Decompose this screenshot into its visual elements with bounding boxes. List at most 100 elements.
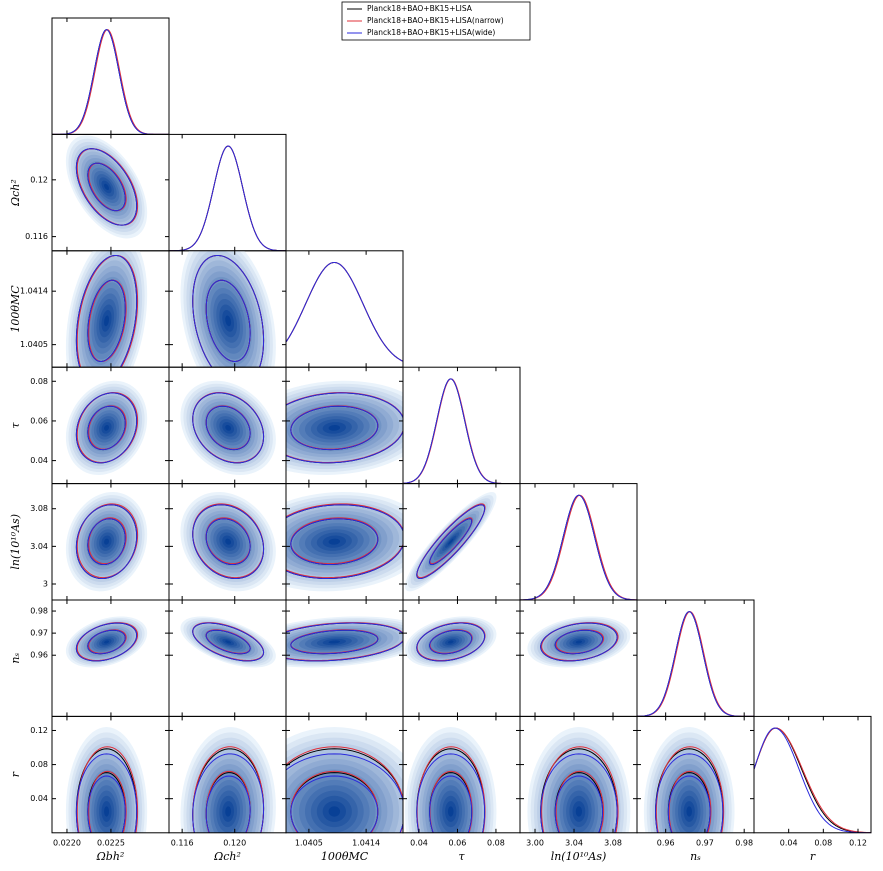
contour <box>205 629 251 655</box>
x-tick-label: 3.04 <box>565 838 583 847</box>
contour <box>554 629 604 655</box>
contour <box>286 746 403 833</box>
y-tick-label: 0.12 <box>30 175 48 184</box>
y-tick-label: 0.96 <box>30 651 48 660</box>
panel <box>286 616 403 668</box>
density <box>225 640 232 644</box>
y-axis-label: 100θMC <box>9 285 22 333</box>
y-tick-label: 0.116 <box>25 232 48 241</box>
legend-box <box>341 1 531 41</box>
marginal-curve <box>403 378 520 484</box>
density <box>225 425 232 431</box>
contour <box>655 753 724 833</box>
contour <box>205 518 251 566</box>
panel <box>520 494 637 601</box>
contour <box>429 518 473 566</box>
x-tick-label: 0.08 <box>487 838 505 847</box>
y-tick-label: 0.97 <box>30 629 48 638</box>
x-axis-label: Ωch² <box>213 850 241 863</box>
panel <box>405 727 497 833</box>
marginal-curve <box>520 494 637 601</box>
y-axis-label: nₛ <box>9 653 22 664</box>
panel <box>286 727 403 833</box>
marginal-curve <box>169 145 286 251</box>
contour <box>87 405 126 451</box>
x-tick-label: 0.97 <box>696 838 714 847</box>
y-tick-label: 0.08 <box>30 760 48 769</box>
density <box>328 806 341 817</box>
contour <box>87 629 126 655</box>
contour <box>416 753 486 833</box>
y-axis-label: τ <box>9 421 22 428</box>
density <box>225 806 232 817</box>
marginal-curve <box>286 261 403 362</box>
panel <box>637 611 754 717</box>
contour <box>75 622 138 662</box>
marginal-curve <box>637 611 754 717</box>
panel-frame <box>519 483 638 601</box>
contour <box>87 279 126 362</box>
density <box>104 425 109 431</box>
density <box>328 640 341 644</box>
panel <box>180 616 276 668</box>
panel <box>180 491 276 592</box>
panel-frame <box>636 599 755 717</box>
x-tick-label: 0.06 <box>449 838 467 847</box>
contour <box>286 753 403 833</box>
marginal-curve <box>403 378 520 484</box>
contour <box>554 775 604 833</box>
contour <box>87 518 126 566</box>
x-axis-label: ln(10¹⁰As) <box>551 850 607 863</box>
x-tick-label: 0.04 <box>410 838 428 847</box>
density <box>225 538 232 545</box>
contour <box>416 504 486 580</box>
y-tick-label: 1.0414 <box>20 287 48 296</box>
panel <box>527 616 631 668</box>
contour <box>75 254 138 368</box>
x-tick-label: 0.98 <box>735 838 753 847</box>
contour <box>541 746 619 833</box>
contour <box>76 746 139 833</box>
y-tick-label: 0.12 <box>30 726 48 735</box>
contour <box>75 753 138 833</box>
density <box>225 315 232 327</box>
panel <box>286 261 403 362</box>
contour <box>75 392 138 464</box>
panel <box>169 145 286 251</box>
panel <box>286 380 403 475</box>
contour <box>75 148 138 226</box>
panel <box>180 727 276 833</box>
panel <box>405 491 497 592</box>
marginal-curve <box>754 727 871 833</box>
contour <box>286 392 403 464</box>
marginal-curve <box>169 145 286 251</box>
y-tick-label: 0.04 <box>30 794 48 803</box>
x-tick-label: 1.0414 <box>352 838 380 847</box>
x-tick-label: 3.08 <box>604 838 622 847</box>
x-axis-label: Ωbh² <box>96 850 125 863</box>
contour <box>75 504 138 580</box>
y-tick-label: 1.0405 <box>20 340 48 349</box>
panel <box>405 616 497 668</box>
marginal-curve <box>520 494 637 601</box>
density <box>104 640 109 644</box>
density <box>575 640 583 644</box>
y-tick-label: 3 <box>43 580 48 589</box>
contour <box>205 775 251 833</box>
contour <box>286 504 403 580</box>
x-tick-label: 0.0220 <box>53 838 81 847</box>
x-tick-label: 0.04 <box>780 838 798 847</box>
x-tick-label: 0.12 <box>849 838 867 847</box>
x-tick-label: 0.0225 <box>97 838 125 847</box>
density <box>104 538 109 545</box>
density <box>104 183 109 191</box>
x-axis-label: nₛ <box>690 850 701 863</box>
contour <box>192 622 265 662</box>
y-tick-label: 3.08 <box>30 504 48 513</box>
x-tick-label: 0.116 <box>171 838 194 847</box>
x-axis-label: r <box>810 850 816 863</box>
contour <box>655 746 725 833</box>
x-axis-label: 100θMC <box>321 850 369 863</box>
panel <box>52 29 169 135</box>
